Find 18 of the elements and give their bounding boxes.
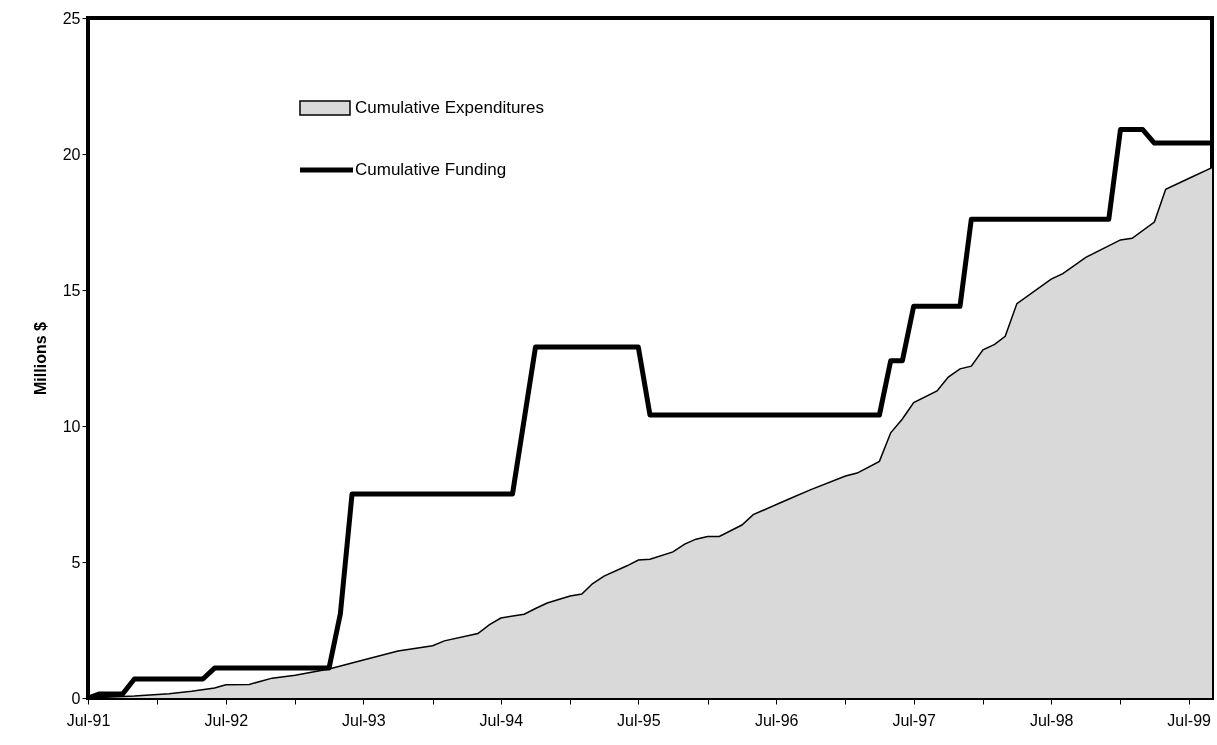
y-tick-label: 25	[62, 9, 81, 27]
x-tick-label: Jul-97	[892, 711, 937, 729]
x-tick-label: Jul-93	[342, 711, 386, 729]
y-tick-label: 5	[71, 553, 81, 571]
legend-label: Cumulative Expenditures	[355, 98, 544, 117]
y-axis-title: Millions $	[31, 321, 49, 395]
y-tick-label: 10	[62, 417, 81, 435]
y-tick-label: 20	[62, 145, 81, 163]
x-tick-label: Jul-91	[66, 711, 111, 729]
x-tick-label: Jul-92	[204, 711, 249, 729]
legend-label: Cumulative Funding	[355, 160, 507, 179]
x-tick-label: Jul-98	[1029, 711, 1074, 729]
x-tick-label: Jul-95	[617, 711, 661, 729]
x-tick-label: Jul-99	[1167, 711, 1212, 729]
x-tick-label: Jul-96	[754, 711, 799, 729]
x-tick-label: Jul-94	[479, 711, 524, 729]
y-tick-label: 0	[71, 689, 81, 707]
y-tick-label: 15	[62, 281, 81, 299]
